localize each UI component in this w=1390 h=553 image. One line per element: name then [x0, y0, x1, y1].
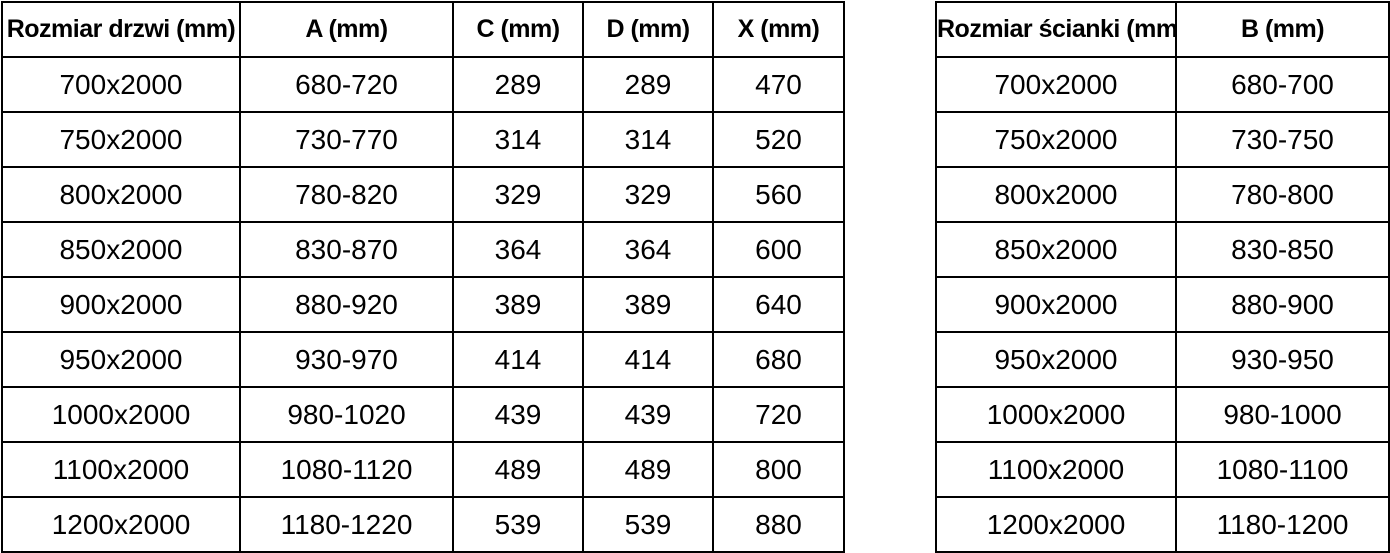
table-cell: 850x2000	[935, 221, 1177, 278]
table-cell: 329	[452, 166, 584, 223]
table-cell: 489	[582, 441, 714, 498]
table-cell: 439	[582, 386, 714, 443]
table-cell: 720	[712, 386, 845, 443]
table-cell: 850x2000	[1, 221, 241, 278]
table-cell: 289	[582, 56, 714, 113]
table-cell: 680	[712, 331, 845, 388]
table-cell: 800	[712, 441, 845, 498]
table-row: 950x2000 930-970 414 414 680	[1, 331, 845, 388]
table-cell: 414	[582, 331, 714, 388]
table-cell: 900x2000	[935, 276, 1177, 333]
table-row: 1100x2000 1080-1120 489 489 800	[1, 441, 845, 498]
table-cell: 730-770	[239, 111, 454, 168]
table-cell: 1100x2000	[935, 441, 1177, 498]
table-cell: 900x2000	[1, 276, 241, 333]
table-row: 700x2000 680-700	[935, 56, 1390, 113]
table-cell: 1080-1100	[1175, 441, 1390, 498]
table-cell: 389	[452, 276, 584, 333]
table-cell: 950x2000	[1, 331, 241, 388]
table-cell: 800x2000	[935, 166, 1177, 223]
table-cell: 680-720	[239, 56, 454, 113]
table-cell: 950x2000	[935, 331, 1177, 388]
table-cell: 329	[582, 166, 714, 223]
header-cell: Rozmiar ścianki (mm)	[935, 1, 1177, 58]
table-row: 1200x2000 1180-1220 539 539 880	[1, 496, 845, 553]
door-table-header: Rozmiar drzwi (mm) A (mm) C (mm) D (mm) X (m…	[1, 1, 845, 58]
table-cell: 730-750	[1175, 111, 1390, 168]
header-cell: X (mm)	[712, 1, 845, 58]
table-cell: 470	[712, 56, 845, 113]
table-cell: 600	[712, 221, 845, 278]
table-cell: 780-820	[239, 166, 454, 223]
table-cell: 1000x2000	[1, 386, 241, 443]
header-cell: B (mm)	[1175, 1, 1390, 58]
table-cell: 539	[582, 496, 714, 553]
table-cell: 1000x2000	[935, 386, 1177, 443]
table-cell: 780-800	[1175, 166, 1390, 223]
door-table-body: 700x2000 680-720 289 289 470 750x2000 730-770 3…	[1, 56, 845, 553]
table-cell: 520	[712, 111, 845, 168]
header-row: Rozmiar ścianki (mm) B (mm)	[935, 1, 1390, 58]
table-cell: 314	[582, 111, 714, 168]
table-row: 850x2000 830-870 364 364 600	[1, 221, 845, 278]
table-cell: 489	[452, 441, 584, 498]
table-row: 750x2000 730-770 314 314 520	[1, 111, 845, 168]
table-cell: 980-1020	[239, 386, 454, 443]
table-cell: 539	[452, 496, 584, 553]
table-row: 950x2000 930-950	[935, 331, 1390, 388]
table-cell: 640	[712, 276, 845, 333]
table-row: 1000x2000 980-1000	[935, 386, 1390, 443]
table-cell: 800x2000	[1, 166, 241, 223]
table-cell: 880-900	[1175, 276, 1390, 333]
header-cell: A (mm)	[239, 1, 454, 58]
table-cell: 560	[712, 166, 845, 223]
table-row: 700x2000 680-720 289 289 470	[1, 56, 845, 113]
table-row: 800x2000 780-820 329 329 560	[1, 166, 845, 223]
table-cell: 1180-1220	[239, 496, 454, 553]
table-cell: 1200x2000	[935, 496, 1177, 553]
table-cell: 1100x2000	[1, 441, 241, 498]
header-cell: Rozmiar drzwi (mm)	[1, 1, 241, 58]
table-cell: 364	[452, 221, 584, 278]
table-cell: 1080-1120	[239, 441, 454, 498]
table-cell: 1200x2000	[1, 496, 241, 553]
table-row: 800x2000 780-800	[935, 166, 1390, 223]
header-row: Rozmiar drzwi (mm) A (mm) C (mm) D (mm) X (m…	[1, 1, 845, 58]
table-row: 850x2000 830-850	[935, 221, 1390, 278]
wall-sizes-table: Rozmiar ścianki (mm) B (mm) 700x2000 680-7…	[935, 1, 1390, 553]
table-cell: 880	[712, 496, 845, 553]
door-sizes-table: Rozmiar drzwi (mm) A (mm) C (mm) D (mm) X (m…	[1, 1, 845, 553]
table-row: 900x2000 880-920 389 389 640	[1, 276, 845, 333]
table-cell: 830-870	[239, 221, 454, 278]
table-cell: 680-700	[1175, 56, 1390, 113]
header-cell: C (mm)	[452, 1, 584, 58]
table-cell: 830-850	[1175, 221, 1390, 278]
table-row: 750x2000 730-750	[935, 111, 1390, 168]
table-cell: 364	[582, 221, 714, 278]
table-cell: 700x2000	[935, 56, 1177, 113]
table-row: 1000x2000 980-1020 439 439 720	[1, 386, 845, 443]
table-cell: 414	[452, 331, 584, 388]
table-cell: 1180-1200	[1175, 496, 1390, 553]
table-cell: 289	[452, 56, 584, 113]
table-cell: 930-970	[239, 331, 454, 388]
table-cell: 750x2000	[1, 111, 241, 168]
wall-table-header: Rozmiar ścianki (mm) B (mm)	[935, 1, 1390, 58]
table-cell: 314	[452, 111, 584, 168]
table-cell: 389	[582, 276, 714, 333]
table-row: 1200x2000 1180-1200	[935, 496, 1390, 553]
table-row: 1100x2000 1080-1100	[935, 441, 1390, 498]
table-cell: 880-920	[239, 276, 454, 333]
table-cell: 700x2000	[1, 56, 241, 113]
table-cell: 930-950	[1175, 331, 1390, 388]
header-cell: D (mm)	[582, 1, 714, 58]
table-row: 900x2000 880-900	[935, 276, 1390, 333]
table-cell: 750x2000	[935, 111, 1177, 168]
wall-table-body: 700x2000 680-700 750x2000 730-750 800x2000 78…	[935, 56, 1390, 553]
table-cell: 439	[452, 386, 584, 443]
table-cell: 980-1000	[1175, 386, 1390, 443]
